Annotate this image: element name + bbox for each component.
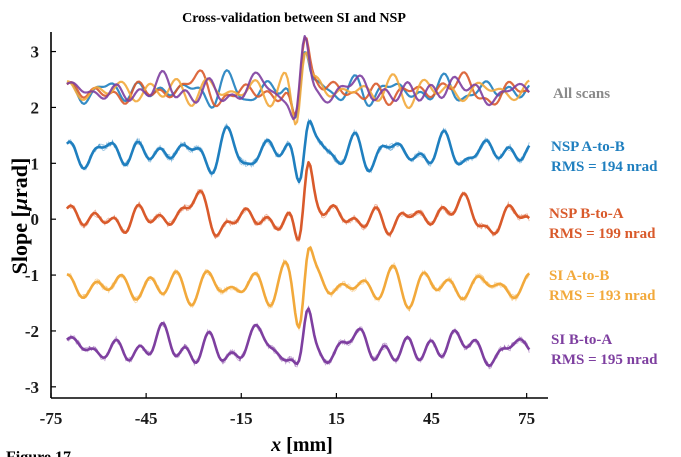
y-axis-label: Slope [μrad]: [7, 158, 32, 275]
x-tick-label: 15: [328, 409, 345, 428]
y-tick-label: -2: [25, 322, 39, 341]
annotation-si-b-to-a: SI B-to-A: [551, 332, 612, 348]
y-tick-label: 3: [31, 43, 40, 62]
annotation-si-a-to-b-rms: RMS = 193 nrad: [549, 288, 656, 304]
scan-line: [67, 120, 529, 180]
scan-line: [67, 120, 529, 184]
series-line: [67, 121, 529, 181]
annotation-si-a-to-b: SI A-to-B: [549, 268, 609, 284]
series-lines: [67, 36, 529, 369]
x-tick-label: -15: [230, 409, 253, 428]
annotations: All scans NSP A-to-B RMS = 194 nrad NSP …: [549, 86, 658, 368]
scan-line: [67, 250, 529, 328]
annotation-nsp-b-to-a-rms: RMS = 199 nrad: [549, 226, 656, 242]
series-si-a-to-b: [67, 246, 529, 329]
series-line: [67, 162, 529, 239]
x-axis-label: x [mm]: [270, 434, 333, 456]
annotation-nsp-a-to-b: NSP A-to-B: [551, 139, 625, 155]
scan-line: [67, 248, 529, 329]
x-tick-label: -75: [40, 409, 63, 428]
series-nsp-b-to-a: [67, 162, 529, 242]
annotation-nsp-a-to-b-rms: RMS = 194 nrad: [551, 159, 658, 175]
series-line: [67, 309, 529, 366]
annotation-nsp-b-to-a: NSP B-to-A: [549, 206, 624, 222]
chart-title: Cross-validation between SI and NSP: [182, 11, 406, 26]
x-tick-label: -45: [135, 409, 158, 428]
series-line: [67, 248, 529, 328]
y-tick-label: -3: [25, 378, 39, 397]
y-tick-label: 2: [31, 98, 40, 117]
scan-line: [67, 246, 529, 329]
x-tick-label: 45: [423, 409, 440, 428]
x-tick-label: 75: [518, 409, 535, 428]
series-si-b-to-a: [67, 306, 529, 369]
figure-caption: Figure 17: [6, 449, 71, 457]
annotation-all-scans: All scans: [553, 86, 610, 102]
all-scans-overlay: [67, 36, 529, 124]
annotation-si-b-to-a-rms: RMS = 195 nrad: [551, 352, 658, 368]
series-nsp-a-to-b: [67, 119, 529, 184]
scan-line: [67, 119, 529, 180]
